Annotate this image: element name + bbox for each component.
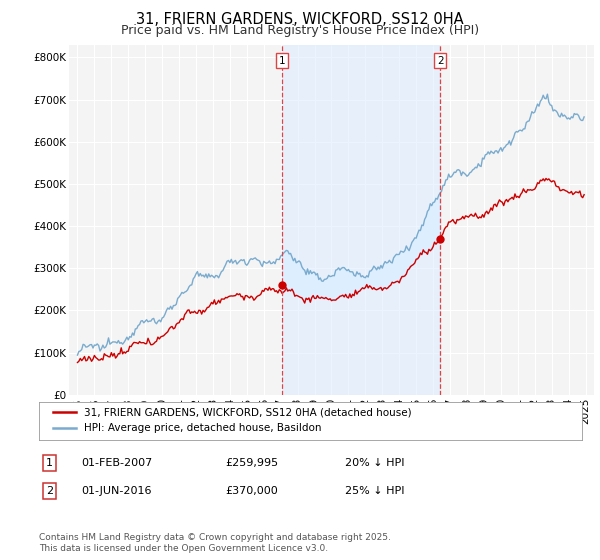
Text: £259,995: £259,995 (225, 458, 278, 468)
Text: 20% ↓ HPI: 20% ↓ HPI (345, 458, 404, 468)
Text: 2: 2 (437, 55, 443, 66)
Bar (282, 45, 440, 395)
Legend: 31, FRIERN GARDENS, WICKFORD, SS12 0HA (detached house), HPI: Average price, det: 31, FRIERN GARDENS, WICKFORD, SS12 0HA (… (50, 404, 415, 437)
Text: 1: 1 (46, 458, 53, 468)
Text: 1: 1 (279, 55, 286, 66)
Text: 2: 2 (46, 486, 53, 496)
Text: 25% ↓ HPI: 25% ↓ HPI (345, 486, 404, 496)
Text: 01-FEB-2007: 01-FEB-2007 (81, 458, 152, 468)
Text: Price paid vs. HM Land Registry's House Price Index (HPI): Price paid vs. HM Land Registry's House … (121, 24, 479, 36)
Text: £370,000: £370,000 (225, 486, 278, 496)
Text: 31, FRIERN GARDENS, WICKFORD, SS12 0HA: 31, FRIERN GARDENS, WICKFORD, SS12 0HA (136, 12, 464, 27)
Text: Contains HM Land Registry data © Crown copyright and database right 2025.
This d: Contains HM Land Registry data © Crown c… (39, 533, 391, 553)
Text: 01-JUN-2016: 01-JUN-2016 (81, 486, 151, 496)
